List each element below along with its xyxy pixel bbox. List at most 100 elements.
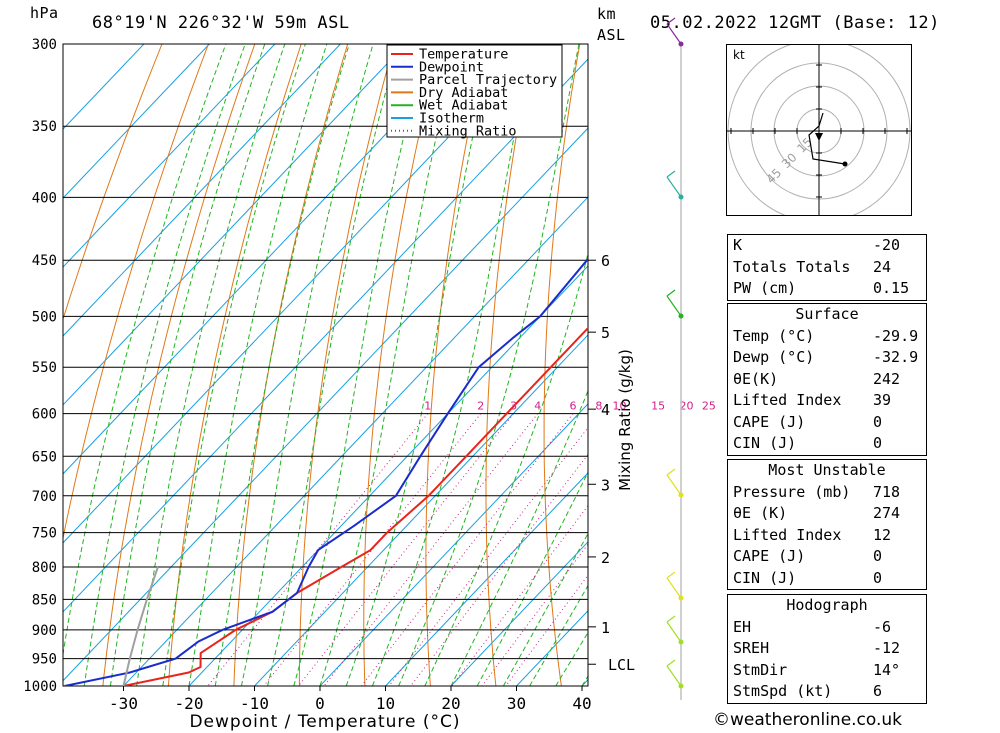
height-unit-asl: ASL (597, 26, 626, 44)
tt-value: 24 (873, 257, 892, 276)
cin-label: CIN (J) (733, 434, 797, 452)
most-unstable-table: Most Unstable Pressure (mb) 718 θE (K) 274… (727, 459, 927, 590)
wet-adiabat-line (345, 44, 494, 686)
indices-table: K -20 Totals Totals 24 PW (cm) 0.15 (727, 234, 927, 301)
pressure-tick-label: 450 (32, 253, 57, 269)
wet-adiabat-line (476, 470, 588, 686)
wind-barb-flag (666, 289, 676, 297)
eh-label: EH (733, 617, 752, 636)
dry-adiabat-line (485, 44, 534, 686)
mixing-ratio-label: 6 (570, 400, 577, 413)
temp-label: Temp (°C) (733, 326, 815, 345)
temp-tick-label: 10 (376, 694, 395, 713)
mu-theta-label: θE (K) (733, 504, 788, 522)
isotherm-line (63, 44, 145, 130)
wet-adiabat-line (502, 532, 588, 686)
mu-cin-label: CIN (J) (733, 568, 797, 587)
wet-adiabat-line (450, 389, 588, 686)
copyright-footer[interactable]: ©weatheronline.co.uk (713, 710, 903, 730)
legend-entry: Dewpoint (419, 59, 484, 75)
mixing-ratio-label: 10 (613, 400, 627, 413)
tt-label: Totals Totals (733, 257, 851, 276)
wet-adiabat-line (214, 44, 350, 686)
sreh-label: SREH (733, 639, 770, 657)
isotherm-line (123, 196, 588, 686)
dry-adiabat-line (167, 44, 302, 686)
height-tick-label: 1 (601, 619, 610, 637)
wet-adiabat-line (83, 44, 246, 686)
mixing-ratio-line (298, 413, 514, 686)
mixing-ratio-label: 8 (595, 400, 602, 413)
row-cin: CIN (J) 0 (728, 433, 926, 455)
row-sreh: SREH -12 (728, 638, 926, 660)
isotherm-line (581, 678, 588, 686)
wet-adiabat-line (319, 44, 459, 686)
isotherm-line (188, 265, 588, 686)
isotherm-line (63, 44, 538, 544)
legend-entry: Temperature (419, 47, 508, 63)
pressure-tick-label: 650 (32, 449, 57, 465)
wind-barb (666, 577, 682, 599)
pressure-tick-label: 950 (32, 652, 57, 668)
hodo-title: Hodograph (786, 596, 868, 614)
pressure-tick-label: 350 (32, 119, 57, 135)
row-li: Lifted Index 39 (728, 390, 926, 412)
theta-value: 242 (873, 369, 901, 388)
height-tick-label: 5 (601, 324, 610, 342)
isotherm-line (63, 44, 276, 268)
wet-adiabat-line (581, 675, 588, 686)
stmdir-value: 14° (873, 660, 901, 679)
eh-value: -6 (873, 617, 892, 636)
pressure-tick-label: 800 (32, 560, 57, 576)
pressure-unit-label: hPa (30, 4, 59, 22)
mu-title: Most Unstable (768, 461, 886, 479)
row-mu-cape: CAPE (J) 0 (728, 546, 926, 568)
surface-title: Surface (795, 305, 859, 323)
dry-adiabat-line (543, 44, 581, 686)
wet-adiabat-line (188, 44, 328, 686)
pressure-tick-label: 400 (32, 190, 57, 206)
row-temp: Temp (°C) -29.9 (728, 326, 926, 348)
pressure-tick-label: 500 (32, 309, 57, 325)
hodograph-ring-label: 45 (764, 166, 785, 187)
temp-tick-label: 40 (572, 694, 591, 713)
dry-adiabat-line (708, 44, 720, 686)
isotherm-line (385, 472, 588, 686)
wet-adiabat-line (529, 584, 588, 686)
wind-barb (666, 621, 682, 643)
pressure-tick-label: 600 (32, 407, 57, 423)
location-title: 68°19'N 226°32'W 59m ASL (92, 13, 350, 33)
x-axis-label: Dewpoint / Temperature (°C) (189, 712, 460, 732)
k-value: -20 (873, 236, 901, 254)
isotherm-line (63, 44, 407, 406)
mixing-ratio-label: 1 (424, 400, 431, 413)
isotherm-line (254, 334, 588, 686)
wet-adiabat-line (109, 44, 266, 686)
wind-barb (666, 176, 682, 198)
wind-barb-flag (666, 615, 676, 623)
height-tick-label: 2 (601, 549, 610, 567)
wet-adiabat-line (162, 44, 306, 686)
row-cape: CAPE (J) 0 (728, 412, 926, 434)
temp-tick-label: 20 (441, 694, 460, 713)
mixing-ratio-label: 20 (679, 400, 693, 413)
mixing-ratio-label: 3 (510, 400, 517, 413)
dry-adiabat-line (63, 44, 163, 321)
mu-cape-label: CAPE (J) (733, 547, 806, 565)
hodograph-end-dot (842, 161, 848, 167)
stmspd-value: 6 (873, 682, 883, 700)
cin-value: 0 (873, 434, 883, 452)
isotherm-line (450, 541, 588, 686)
temp-tick-label: 0 (315, 694, 325, 713)
temp-tick-label: -20 (175, 694, 204, 713)
wind-barb (666, 665, 682, 687)
hodograph-panel: 15 30 45 kt (726, 39, 912, 223)
legend-entry: Dry Adiabat (419, 85, 508, 101)
isotherm-line (63, 44, 472, 475)
wind-barb-flag (666, 659, 676, 667)
mixing-ratio-label: 2 (477, 400, 484, 413)
pressure-tick-label: 550 (32, 360, 57, 376)
mu-cin-value: 0 (873, 568, 883, 587)
wind-barb (666, 23, 682, 45)
